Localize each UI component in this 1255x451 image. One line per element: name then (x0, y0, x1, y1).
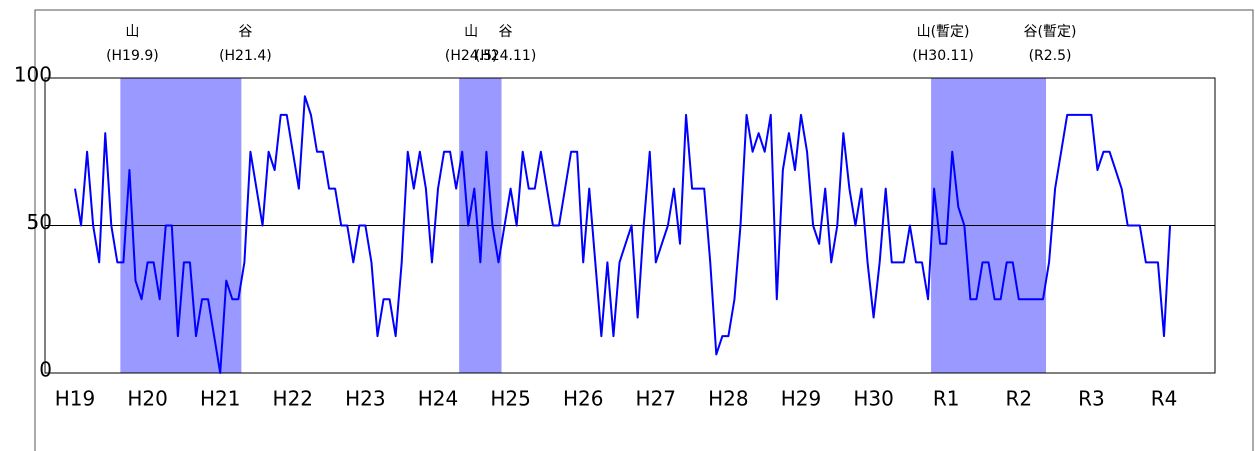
x-tick-label: H28 (708, 387, 749, 411)
x-tick-label: H19 (55, 387, 96, 411)
y-tick-label: 50 (27, 210, 52, 234)
x-tick-label: H26 (563, 387, 604, 411)
data-line (74, 95, 1172, 374)
trough-label: 谷 (499, 24, 513, 40)
y-tick-label: 100 (14, 63, 52, 87)
trough-date: (H21.4) (219, 48, 272, 64)
y-tick-label: 0 (39, 358, 52, 382)
peak-date: (H19.9) (106, 48, 159, 64)
x-tick-label: R2 (1005, 387, 1032, 411)
peak-label: 山 (464, 24, 478, 40)
x-tick-label: H29 (781, 387, 822, 411)
peak-date: (H24.5) (445, 48, 498, 64)
peak-date: (H30.11) (912, 48, 974, 64)
trough-label: 谷(暫定) (1024, 24, 1077, 40)
x-tick-label: R4 (1151, 387, 1178, 411)
trough-label: 谷 (238, 24, 252, 40)
x-tick-label: H24 (418, 387, 459, 411)
x-tick-label: H21 (200, 387, 241, 411)
x-tick-label: H27 (636, 387, 677, 411)
peak-label: 山 (125, 24, 139, 40)
x-tick-label: R1 (933, 387, 960, 411)
peak-label: 山(暫定) (917, 24, 970, 40)
x-tick-label: H20 (127, 387, 168, 411)
trough-date: (H24.11) (475, 48, 537, 64)
x-tick-label: H22 (273, 387, 314, 411)
x-tick-label: H25 (490, 387, 531, 411)
x-tick-label: H23 (345, 387, 386, 411)
x-tick-label: R3 (1078, 387, 1105, 411)
frame (34, 9, 1254, 451)
x-tick-label: H30 (853, 387, 894, 411)
trough-date: (R2.5) (1029, 48, 1072, 64)
